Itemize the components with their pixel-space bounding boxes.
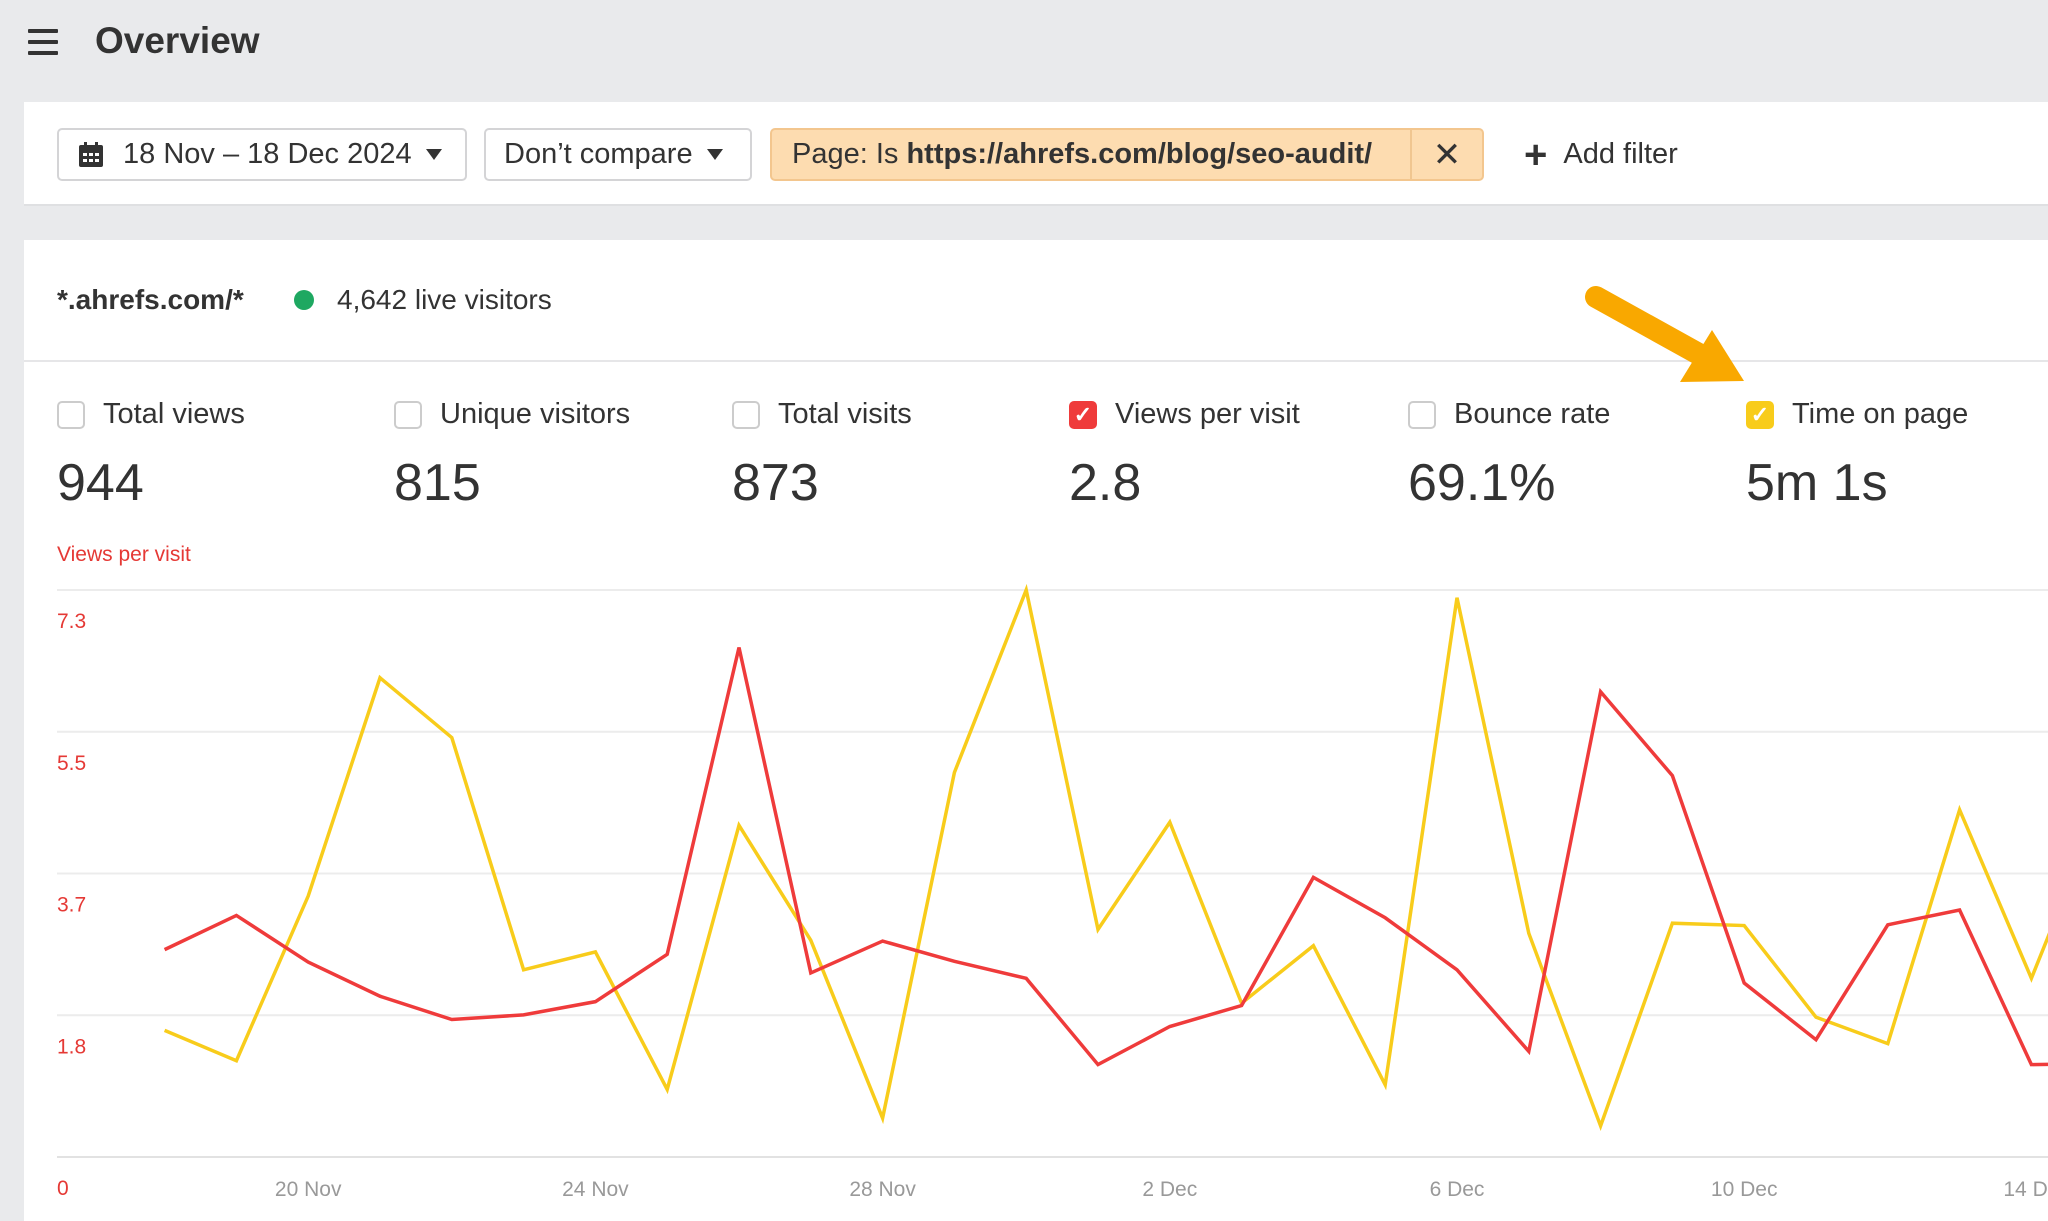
- metric-label: Total visits: [778, 398, 912, 430]
- metric-total-views: Total views 944: [57, 398, 377, 513]
- calendar-icon: [79, 141, 103, 167]
- metric-toggle[interactable]: Total views: [57, 398, 377, 431]
- x-tick-label: 20 Nov: [275, 1178, 342, 1201]
- metric-unique-visitors: Unique visitors 815: [394, 398, 714, 513]
- y-tick-label: 3.7: [57, 894, 86, 917]
- metric-toggle[interactable]: Bounce rate: [1408, 398, 1728, 431]
- site-domain: *.ahrefs.com/*: [57, 284, 244, 315]
- x-tick-label: 6 Dec: [1430, 1178, 1485, 1201]
- metric-label: Bounce rate: [1454, 398, 1611, 430]
- y-tick-label: 7.3: [57, 610, 86, 633]
- metric-label: Views per visit: [1115, 398, 1300, 430]
- x-tick-label: 14 De: [2003, 1178, 2048, 1201]
- compare-dropdown[interactable]: Don’t compare: [484, 128, 752, 181]
- checkbox[interactable]: ✓: [1746, 400, 1774, 429]
- metric-value: 944: [57, 454, 144, 512]
- series-line-views-per-visit: [163, 647, 2048, 1067]
- metric-label: Total views: [103, 398, 245, 430]
- caret-down-icon: [706, 149, 723, 160]
- metric-value: 5m 1s: [1746, 454, 1888, 512]
- filter-bar: 18 Nov – 18 Dec 2024 Don’t compare Page:…: [24, 102, 2048, 206]
- hamburger-icon[interactable]: [28, 29, 58, 55]
- metric-toggle[interactable]: Total visits: [732, 398, 1052, 431]
- metric-toggle[interactable]: Unique visitors: [394, 398, 714, 431]
- x-tick-label: 2 Dec: [1142, 1178, 1197, 1201]
- metric-value: 69.1%: [1408, 454, 1556, 512]
- x-tick-label: 24 Nov: [562, 1178, 629, 1201]
- metric-label: Unique visitors: [440, 398, 631, 430]
- metric-views-per-visit: ✓ Views per visit 2.8: [1069, 398, 1389, 513]
- y-tick-label: 1.8: [57, 1035, 86, 1058]
- live-dot-icon: [294, 290, 314, 310]
- metric-value: 873: [732, 454, 819, 512]
- series-line-time-on-page: [163, 583, 2048, 1132]
- live-visitors: 4,642 live visitors: [294, 284, 552, 316]
- checkbox[interactable]: [732, 400, 760, 429]
- page-title: Overview: [95, 20, 260, 61]
- x-tick-label: 28 Nov: [849, 1178, 916, 1201]
- metric-bounce-rate: Bounce rate 69.1%: [1408, 398, 1728, 513]
- add-filter-button[interactable]: + Add filter: [1524, 128, 1678, 181]
- page-filter-chip[interactable]: Page: Is https://ahrefs.com/blog/seo-aud…: [770, 128, 1484, 181]
- metric-toggle[interactable]: ✓ Time on page: [1746, 398, 2048, 431]
- divider: [24, 360, 2048, 362]
- date-range-picker[interactable]: 18 Nov – 18 Dec 2024: [57, 128, 467, 181]
- live-visitors-count: 4,642 live visitors: [337, 284, 552, 315]
- date-range-label: 18 Nov – 18 Dec 2024: [123, 138, 412, 170]
- checkbox[interactable]: [1408, 400, 1436, 429]
- checkbox[interactable]: [394, 400, 422, 429]
- remove-filter-close-icon[interactable]: ✕: [1410, 130, 1482, 179]
- metric-label: Time on page: [1792, 398, 1969, 430]
- filter-value: https://ahrefs.com/blog/seo-audit/: [906, 138, 1373, 170]
- metric-total-visits: Total visits 873: [732, 398, 1052, 513]
- plus-icon: +: [1524, 132, 1548, 177]
- checkbox[interactable]: [57, 400, 85, 429]
- caret-down-icon: [425, 149, 442, 160]
- add-filter-label: Add filter: [1563, 138, 1678, 170]
- compare-label: Don’t compare: [504, 138, 693, 170]
- metric-time-on-page: ✓ Time on page 5m 1s: [1746, 398, 2048, 513]
- y-axis-label: Views per visit: [57, 543, 191, 566]
- filter-text: Page: Is https://ahrefs.com/blog/seo-aud…: [772, 138, 1410, 171]
- y-tick-label: 0: [57, 1177, 69, 1200]
- top-bar: Overview: [0, 0, 2048, 90]
- metric-toggle[interactable]: ✓ Views per visit: [1069, 398, 1389, 431]
- checkbox[interactable]: ✓: [1069, 400, 1097, 429]
- y-tick-label: 5.5: [57, 752, 86, 775]
- x-tick-label: 10 Dec: [1711, 1178, 1778, 1201]
- metric-value: 2.8: [1069, 454, 1142, 512]
- metric-value: 815: [394, 454, 481, 512]
- filter-prefix: Page: Is: [792, 138, 907, 170]
